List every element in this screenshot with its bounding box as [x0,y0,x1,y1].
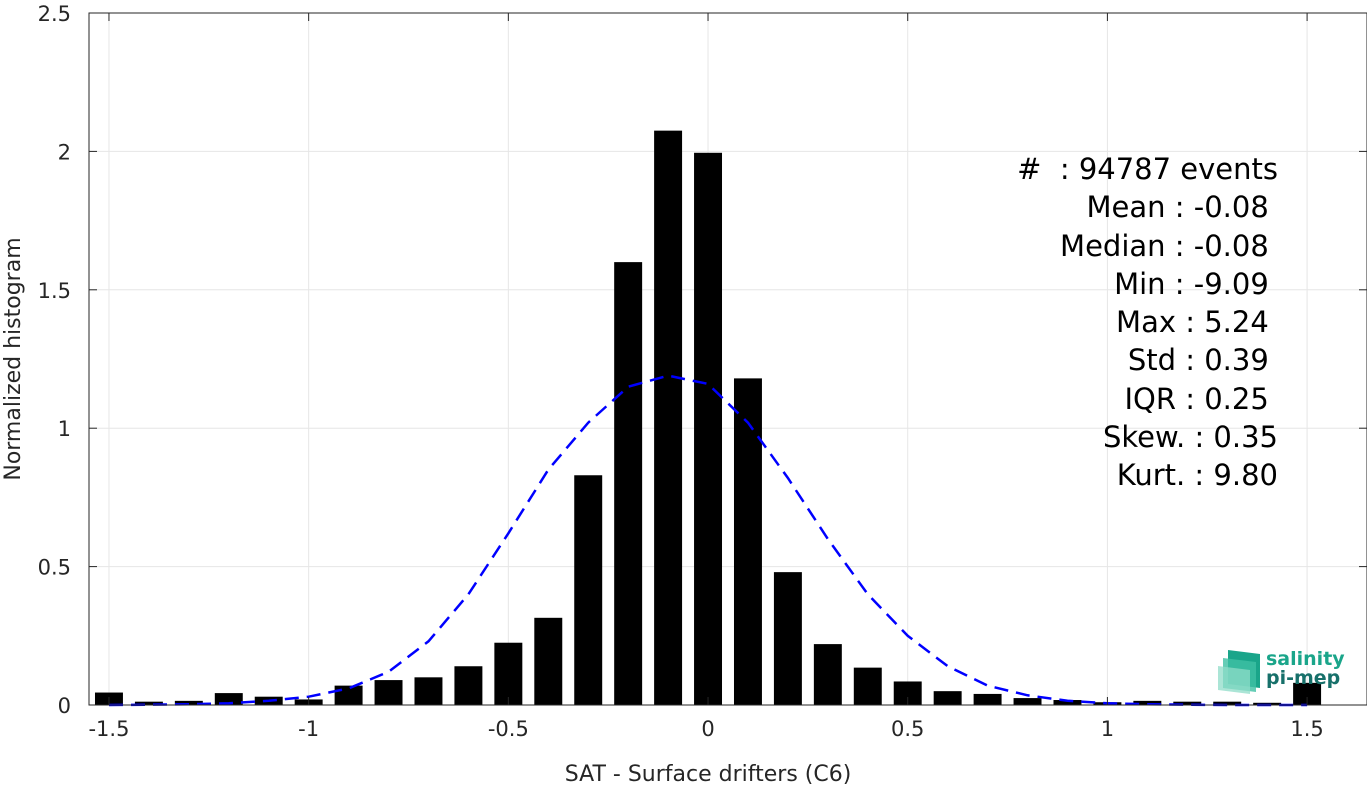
stat-mean: Mean : -0.08 [1086,190,1278,225]
histogram-bar [733,378,762,705]
histogram-bar [574,475,603,705]
histogram-bar [694,152,723,705]
histogram-bar [933,691,962,705]
stat-std: Std : 0.39 [1127,343,1278,378]
stat-max: Max : 5.24 [1116,305,1278,340]
histogram-bar [813,644,842,705]
x-tick-label: 0.5 [891,717,924,741]
histogram-bar [214,693,243,705]
histogram-bar [1133,700,1162,705]
wave-logo-icon [1218,650,1260,694]
x-tick-label: 1 [1101,717,1114,741]
y-tick-label: 2.5 [38,2,71,26]
histogram-bar [174,700,203,705]
stat-events: # : 94787 events [1017,152,1278,186]
y-tick-label: 0 [58,694,71,718]
histogram-bar [973,693,1002,705]
histogram-bar [414,677,443,705]
stat-min: Min : -9.09 [1114,266,1278,301]
histogram-bar [374,680,403,705]
histogram-bars [94,130,1322,705]
axis-ticks: -1.5 -1 -0.5 0 0.5 1 1.5 0 0.5 1 1.5 2 2.5 [38,2,1367,741]
salinity-pi-mep-logo: salinity pi-mep [1218,646,1348,696]
histogram-bar [654,130,683,705]
y-axis-title: Normalized histogram [1,237,26,480]
plot-frame [88,12,1367,706]
y-tick-label: 2 [58,140,71,164]
x-tick-label: 0 [701,717,714,741]
histogram-bar [534,617,563,705]
x-tick-label: -0.5 [488,717,529,741]
histogram-bar [1173,701,1202,705]
histogram-bar [853,667,882,705]
y-tick-label: 0.5 [38,556,71,580]
x-axis-title: SAT - Surface drifters (C6) [565,762,852,785]
stat-iqr: IQR : 0.25 [1124,381,1278,416]
histogram-bar [134,701,163,705]
stat-median: Median : -0.08 [1060,228,1278,263]
histogram-bar [773,572,802,705]
histogram-bar [614,262,643,705]
histogram-bar [1213,701,1242,705]
logo-word-pi-mep: pi-mep [1266,667,1341,689]
histogram-bar [454,666,483,705]
histogram-bar [893,681,922,705]
statistics-panel: # : 94787 events Mean : -0.08 Median : -… [1017,150,1278,495]
x-tick-label: -1.5 [88,717,129,741]
x-tick-label: -1 [298,717,319,741]
stat-kurt: Kurt. : 9.80 [1116,458,1278,493]
histogram-bar [494,642,523,705]
y-tick-label: 1.5 [38,279,71,303]
x-tick-label: 1.5 [1290,717,1323,741]
histogram-bar [1053,700,1082,705]
histogram-bar [1013,698,1042,705]
stat-skew: Skew. : 0.35 [1102,420,1278,455]
y-tick-label: 1 [58,417,71,441]
logo-word-salinity: salinity [1266,648,1345,670]
histogram-bar [1293,682,1322,705]
histogram-bar [334,685,363,705]
